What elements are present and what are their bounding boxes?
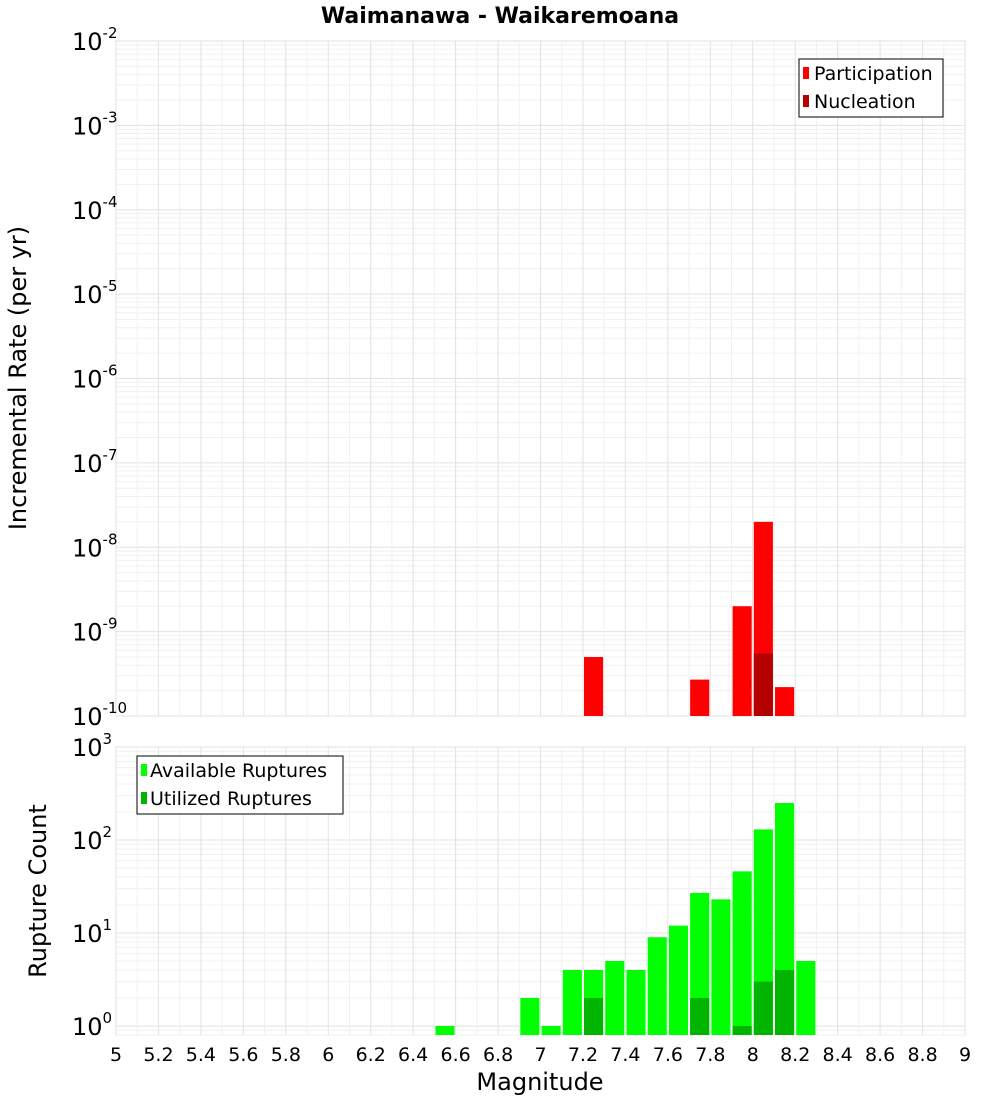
x-tick-label: 6.4 bbox=[398, 1044, 428, 1066]
count-gridlines bbox=[115, 746, 966, 1036]
count-y-tick-label: 100 bbox=[72, 1009, 112, 1041]
x-tick-label: 9 bbox=[959, 1044, 971, 1066]
x-tick-label: 7.8 bbox=[695, 1044, 725, 1066]
rate-legend-box bbox=[798, 58, 944, 118]
count-y-axis-title: Rupture Count bbox=[24, 804, 52, 978]
count-y-tick-label: 102 bbox=[72, 823, 112, 855]
rate-panel: 10-2 10-3 10-4 10-5 10-6 10-7 10-8 10-9 10-10 In… bbox=[4, 24, 966, 731]
legend-swatch-participation bbox=[803, 67, 809, 79]
legend-swatch-nucleation bbox=[803, 95, 809, 107]
rate-y-tick-label: 10-8 bbox=[72, 530, 118, 562]
x-tick-label: 7.6 bbox=[653, 1044, 683, 1066]
x-tick-label: 7.2 bbox=[568, 1044, 598, 1066]
bar-available-ruptures bbox=[796, 960, 816, 1035]
bar-available-ruptures bbox=[711, 899, 731, 1035]
rate-y-tick-label: 10-7 bbox=[72, 446, 118, 478]
bar-available-ruptures bbox=[562, 969, 582, 1035]
rate-gridlines bbox=[115, 40, 966, 717]
x-tick-label: 5.8 bbox=[271, 1044, 301, 1066]
bar-participation bbox=[775, 687, 795, 716]
bar-available-ruptures bbox=[435, 1025, 455, 1035]
rate-y-tick-label: 10-10 bbox=[72, 699, 127, 731]
x-tick-label: 6 bbox=[322, 1044, 334, 1066]
bar-participation bbox=[690, 679, 710, 716]
count-y-ticks: 103 102 101 100 bbox=[72, 730, 112, 1041]
bar-available-ruptures bbox=[605, 960, 625, 1035]
x-tick-label: 6.2 bbox=[356, 1044, 386, 1066]
legend-label-nucleation: Nucleation bbox=[814, 91, 916, 113]
x-tick-label: 8.6 bbox=[865, 1044, 895, 1066]
x-tick-label: 8 bbox=[747, 1044, 759, 1066]
x-axis-title: Magnitude bbox=[476, 1068, 603, 1096]
x-tick-label: 5.2 bbox=[143, 1044, 173, 1066]
x-tick-label: 7 bbox=[534, 1044, 546, 1066]
rate-y-tick-label: 10-2 bbox=[72, 24, 118, 56]
rate-y-tick-label: 10-3 bbox=[72, 108, 118, 140]
rate-y-tick-label: 10-9 bbox=[72, 615, 118, 647]
legend-label-participation: Participation bbox=[814, 63, 933, 85]
rate-y-tick-label: 10-6 bbox=[72, 362, 118, 394]
x-tick-label: 5 bbox=[110, 1044, 122, 1066]
rate-y-axis-title: Incremental Rate (per yr) bbox=[4, 226, 32, 530]
bar-available-ruptures bbox=[647, 937, 667, 1035]
bar-available-ruptures bbox=[668, 925, 689, 1035]
count-y-tick-label: 103 bbox=[72, 730, 112, 762]
legend-label-available-ruptures: Available Ruptures bbox=[150, 760, 327, 782]
rate-y-ticks: 10-2 10-3 10-4 10-5 10-6 10-7 10-8 10-9 10-10 bbox=[72, 24, 127, 731]
bar-available-ruptures bbox=[520, 997, 540, 1035]
count-y-tick-label: 101 bbox=[72, 916, 112, 948]
count-legend: Available Ruptures Utilized Ruptures bbox=[136, 755, 344, 815]
x-tick-label: 5.4 bbox=[186, 1044, 216, 1066]
bar-utilized-ruptures bbox=[690, 997, 710, 1035]
rate-y-tick-label: 10-5 bbox=[72, 277, 118, 309]
rate-bars bbox=[584, 521, 795, 716]
bar-utilized-ruptures bbox=[775, 969, 795, 1035]
count-legend-box bbox=[136, 755, 344, 815]
x-tick-label: 8.2 bbox=[780, 1044, 810, 1066]
bar-participation bbox=[732, 606, 752, 716]
chart-title: Waimanawa - Waikaremoana bbox=[321, 4, 679, 29]
legend-swatch-utilized-ruptures bbox=[141, 792, 147, 804]
x-tick-label: 6.8 bbox=[483, 1044, 513, 1066]
legend-label-utilized-ruptures: Utilized Ruptures bbox=[150, 788, 312, 810]
legend-swatch-available-ruptures bbox=[141, 764, 147, 776]
bar-utilized-ruptures bbox=[732, 1025, 752, 1035]
x-tick-label: 6.6 bbox=[440, 1044, 470, 1066]
x-tick-label: 8.8 bbox=[907, 1044, 937, 1066]
bar-nucleation bbox=[753, 653, 773, 716]
x-tick-label: 8.4 bbox=[823, 1044, 853, 1066]
count-x-ticks: 5 5.2 5.4 5.6 5.8 6 6.2 6.4 6.6 6.8 7 7.2 7.4 7.6 7.8 8… bbox=[110, 1044, 971, 1066]
bar-utilized-ruptures bbox=[753, 981, 773, 1035]
x-tick-label: 7.4 bbox=[610, 1044, 640, 1066]
rate-legend: Participation Nucleation bbox=[798, 58, 944, 118]
bar-participation bbox=[584, 657, 604, 716]
count-panel: 103 102 101 100 5 5.2 5.4 5.6 5.8 6 6.2 6.4 6.6 6.8 7… bbox=[24, 730, 971, 1096]
x-tick-label: 5.6 bbox=[228, 1044, 258, 1066]
rate-y-tick-label: 10-4 bbox=[72, 193, 118, 225]
bar-utilized-ruptures bbox=[584, 997, 604, 1035]
count-bars bbox=[435, 802, 816, 1035]
bar-available-ruptures bbox=[626, 969, 646, 1035]
bar-available-ruptures bbox=[541, 1025, 561, 1035]
bar-available-ruptures bbox=[732, 871, 752, 1035]
